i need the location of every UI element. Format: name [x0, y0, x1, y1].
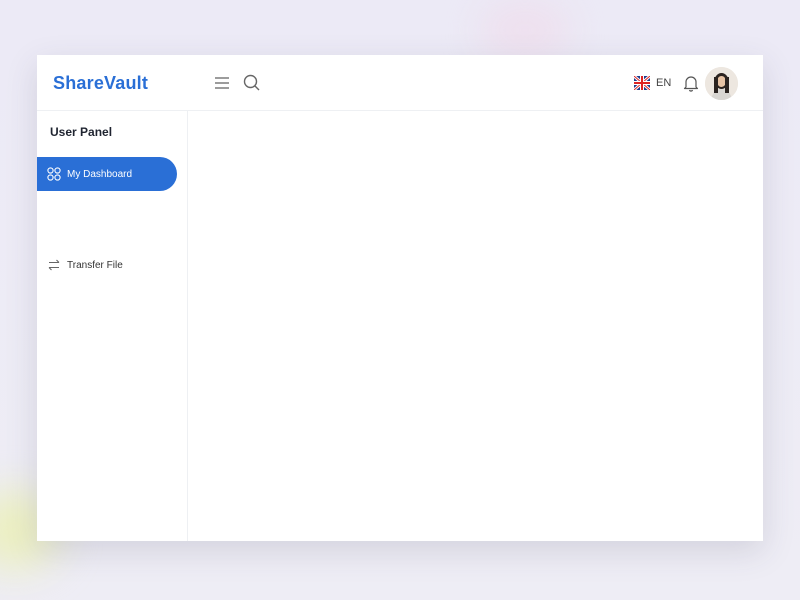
background-blob [480, 0, 570, 60]
brand-logo[interactable]: ShareVault [53, 73, 149, 93]
language-selector[interactable]: EN [656, 77, 672, 89]
sidebar-item-label: Transfer File [67, 259, 123, 271]
bell-icon[interactable] [683, 75, 699, 92]
sidebar-item-label: My Dashboard [67, 168, 133, 180]
transfer-icon [48, 259, 60, 271]
search-icon[interactable] [243, 74, 260, 91]
sidebar-item-my-dashboard[interactable]: My Dashboard [37, 157, 177, 191]
sidebar: User Panel My Dashboard Transfer File [37, 111, 188, 541]
sidebar-title: User Panel [50, 125, 113, 139]
top-bar: ShareVault EN [37, 55, 763, 111]
uk-flag-icon[interactable] [634, 76, 650, 90]
menu-icon[interactable] [215, 77, 229, 89]
sidebar-item-transfer-file[interactable]: Transfer File [37, 248, 177, 282]
user-avatar[interactable] [705, 67, 738, 100]
grid-icon [47, 167, 61, 181]
app-window: ShareVault EN [37, 55, 763, 541]
